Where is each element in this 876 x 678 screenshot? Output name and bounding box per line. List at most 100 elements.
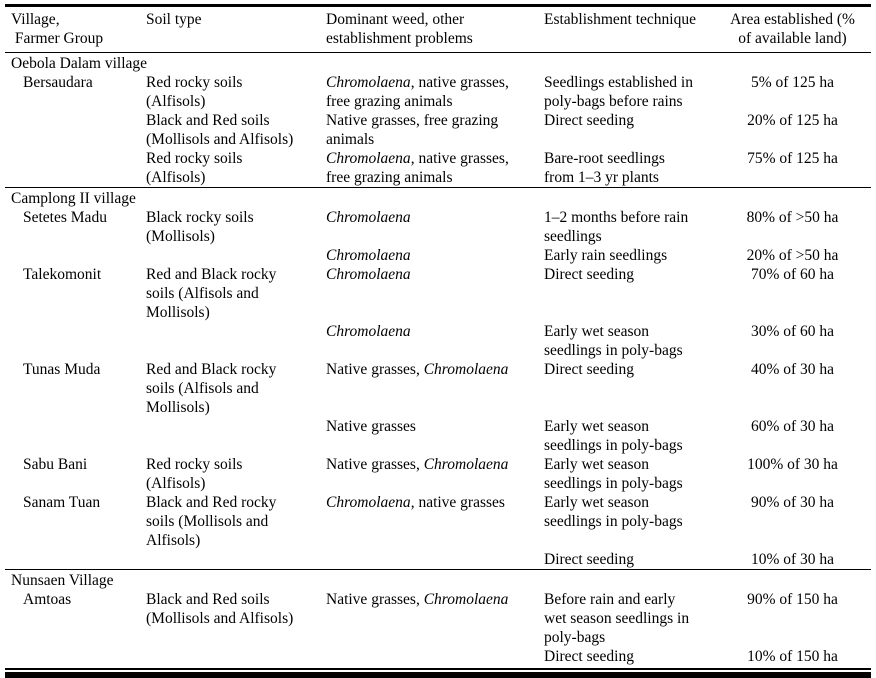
table: Village, Farmer Group Soil type Dominant… xyxy=(5,7,871,670)
farmer-group-cell xyxy=(5,647,141,669)
farmer-group-cell xyxy=(5,149,141,188)
soil-type-cell: Red and Black rocky soils (Alfisols and … xyxy=(146,266,277,321)
table-row: Red rocky soils (Alfisols) Chromolaena, n… xyxy=(5,149,871,188)
area-established-cell: 90% of 150 ha xyxy=(747,591,838,608)
soil-type-cell xyxy=(141,246,321,265)
section-row: Oebola Dalam village xyxy=(5,52,871,73)
farmer-group-cell: Sanam Tuan xyxy=(23,494,101,511)
section-title: Camplong II village xyxy=(5,187,871,208)
header-establishment-technique: Establishment technique xyxy=(539,7,713,53)
table-row: Native grasses Early wet season seedlings… xyxy=(5,417,871,455)
soil-type-cell: Red rocky soils (Alfisols) xyxy=(146,74,243,110)
dominant-weed-cell xyxy=(321,550,539,570)
establishment-technique-cell: Direct seeding xyxy=(544,551,634,568)
establishment-technique-cell: Early wet season seedlings in poly-bags xyxy=(544,323,683,359)
table-row: Chromolaena Early wet season seedlings in… xyxy=(5,322,871,360)
dominant-weed-cell: Chromolaena xyxy=(326,266,411,283)
establishment-technique-cell: Direct seeding xyxy=(544,266,634,283)
dominant-weed-cell: Chromolaena, native grasses xyxy=(326,494,505,511)
farmer-group-cell: Tunas Muda xyxy=(23,361,101,378)
soil-type-cell: Red and Black rocky soils (Alfisols and … xyxy=(146,361,277,416)
soil-type-cell: Red rocky soils (Alfisols) xyxy=(146,150,243,186)
dominant-weed-cell: Chromolaena, native grasses, free grazin… xyxy=(326,74,509,110)
farmer-group-cell: Sabu Bani xyxy=(23,456,88,473)
area-established-cell: 20% of 125 ha xyxy=(747,112,838,129)
header-village-farmer-group: Village, Farmer Group xyxy=(5,7,141,53)
soil-type-cell xyxy=(141,322,321,360)
establishment-technique-cell: Early wet season seedlings in poly-bags xyxy=(544,456,683,492)
table-header: Village, Farmer Group Soil type Dominant… xyxy=(5,7,871,53)
establishment-technique-cell: 1–2 months before rain seedlings xyxy=(544,209,689,245)
table-row: Black and Red soils (Mollisols and Alfis… xyxy=(5,111,871,149)
establishment-technique-cell: Seedlings established in poly-bags befor… xyxy=(544,74,693,110)
dominant-weed-cell: Chromolaena xyxy=(326,323,411,340)
table-row: Setetes Madu Black rocky soils (Mollisols… xyxy=(5,208,871,246)
section-title: Nunsaen Village xyxy=(5,569,871,590)
table-row: Chromolaena Early rain seedlings 20% of >5… xyxy=(5,246,871,265)
area-established-cell: 40% of 30 ha xyxy=(750,361,835,378)
dominant-weed-cell xyxy=(321,647,539,669)
farmer-group-cell: Bersaudara xyxy=(23,74,93,91)
area-established-cell: 30% of 60 ha xyxy=(750,323,835,340)
table-row: Direct seeding 10% of 150 ha xyxy=(5,647,871,669)
table-row: Sanam Tuan Black and Red rocky soils (Mol… xyxy=(5,493,871,550)
soil-type-cell: Black rocky soils (Mollisols) xyxy=(146,209,254,245)
soil-type-cell xyxy=(141,417,321,455)
area-established-cell: 80% of >50 ha xyxy=(746,209,839,226)
soil-type-cell: Black and Red rocky soils (Mollisols and… xyxy=(146,494,277,549)
header-row: Village, Farmer Group Soil type Dominant… xyxy=(5,7,871,53)
farmer-group-cell: Talekomonit xyxy=(23,266,102,283)
farmer-group-cell: Amtoas xyxy=(23,591,72,608)
soil-type-cell: Red rocky soils (Alfisols) xyxy=(146,456,243,492)
establishment-technique-cell: Direct seeding xyxy=(544,112,634,129)
establishment-technique-cell: Early rain seedlings xyxy=(544,247,668,264)
dominant-weed-cell: Chromolaena xyxy=(326,247,411,264)
farmer-group-cell xyxy=(5,111,141,149)
section-row: Camplong II village xyxy=(5,187,871,208)
table-row: Direct seeding 10% of 30 ha xyxy=(5,550,871,570)
area-established-cell: 10% of 30 ha xyxy=(750,551,835,568)
header-dominant-weed: Dominant weed, other establishment probl… xyxy=(321,7,539,53)
table-row: Talekomonit Red and Black rocky soils (Al… xyxy=(5,265,871,322)
dominant-weed-cell: Chromolaena, native grasses, free grazin… xyxy=(326,150,509,186)
farmer-group-cell xyxy=(5,550,141,570)
dominant-weed-cell: Native grasses, free grazing animals xyxy=(326,112,499,148)
dominant-weed-cell: Chromolaena xyxy=(326,209,411,226)
header-soil-type: Soil type xyxy=(141,7,321,53)
table-row: Amtoas Black and Red soils (Mollisols and… xyxy=(5,590,871,647)
dominant-weed-cell: Native grasses, Chromolaena xyxy=(326,361,509,378)
establishment-technique-cell: Direct seeding xyxy=(544,361,634,378)
area-established-cell: 20% of >50 ha xyxy=(746,247,839,264)
establishment-technique-cell: Early wet season seedlings in poly-bags xyxy=(544,494,683,530)
establishment-technique-cell: Direct seeding xyxy=(544,648,634,665)
area-established-cell: 70% of 60 ha xyxy=(750,266,835,283)
farmer-group-cell xyxy=(5,417,141,455)
area-established-cell: 10% of 150 ha xyxy=(747,648,838,665)
table-row: Bersaudara Red rocky soils (Alfisols) Chro… xyxy=(5,73,871,111)
farmer-group-cell xyxy=(5,246,141,265)
soil-type-cell xyxy=(141,550,321,570)
area-established-cell: 90% of 30 ha xyxy=(750,494,835,511)
area-established-cell: 5% of 125 ha xyxy=(750,74,835,91)
establishment-technique-cell: Before rain and early wet season seedlin… xyxy=(544,591,690,646)
table-row: Tunas Muda Red and Black rocky soils (Alf… xyxy=(5,360,871,417)
soil-type-cell: Black and Red soils (Mollisols and Alfis… xyxy=(146,112,294,148)
table-row: Sabu Bani Red rocky soils (Alfisols) Nativ… xyxy=(5,455,871,493)
farmer-group-cell: Setetes Madu xyxy=(23,209,107,226)
soil-type-cell xyxy=(141,647,321,669)
header-area-established: Area established (% of available land) xyxy=(713,7,871,53)
area-established-cell: 75% of 125 ha xyxy=(747,150,838,167)
soil-type-cell: Black and Red soils (Mollisols and Alfis… xyxy=(146,591,294,627)
section-row: Nunsaen Village xyxy=(5,569,871,590)
dominant-weed-cell: Native grasses, Chromolaena xyxy=(326,591,509,608)
establishment-table: Village, Farmer Group Soil type Dominant… xyxy=(5,4,871,678)
establishment-technique-cell: Early wet season seedlings in poly-bags xyxy=(544,418,683,454)
establishment-technique-cell: Bare-root seedlings from 1–3 yr plants xyxy=(544,150,665,186)
dominant-weed-cell: Native grasses, Chromolaena xyxy=(326,456,509,473)
area-established-cell: 60% of 30 ha xyxy=(750,418,835,435)
area-established-cell: 100% of 30 ha xyxy=(747,456,838,473)
table-body: Oebola Dalam village Bersaudara Red rocky … xyxy=(5,52,871,670)
farmer-group-cell xyxy=(5,322,141,360)
dominant-weed-cell: Native grasses xyxy=(326,418,416,435)
section-title: Oebola Dalam village xyxy=(5,52,871,73)
